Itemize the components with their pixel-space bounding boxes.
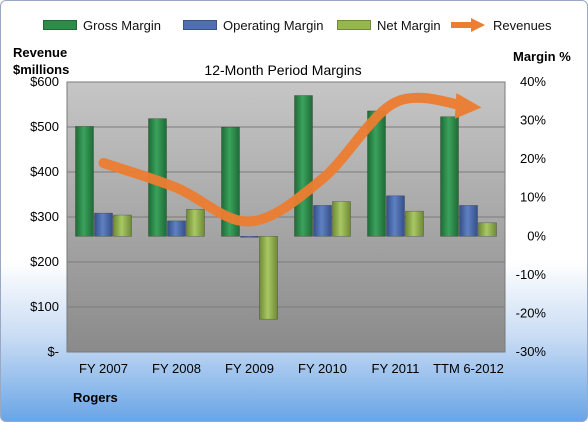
bar-net-margin-fy-2009 (259, 235, 278, 320)
bar-operating-margin-ttm-6-2012 (459, 205, 478, 237)
bar-net-margin-fy-2008 (186, 208, 205, 237)
left-axis-label-line2: $millions (13, 62, 70, 77)
left-axis-label-line1: Revenue (13, 45, 68, 60)
bar-net-margin-fy-2007 (113, 214, 132, 237)
category-labels: FY 2007 FY 2008 FY 2009 FY 2010 FY 2011 TTM 6… (79, 361, 504, 376)
category-label-fy-2007: FY 2007 (79, 361, 128, 376)
legend-swatch-operating-margin (183, 20, 217, 30)
right-tick-label: 40% (520, 74, 546, 89)
legend-label-gross-margin: Gross Margin (83, 17, 162, 33)
legend-swatch-gross-margin (43, 20, 77, 30)
left-tick-label: $500 (30, 119, 59, 134)
right-tick-label: 20% (520, 151, 546, 166)
bar-gross-margin-fy-2007 (75, 126, 94, 237)
left-tick-label: $400 (30, 164, 59, 179)
bar-operating-margin-fy-2009 (240, 235, 259, 238)
chart-title: 12-Month Period Margins (204, 62, 362, 78)
right-tick-label: 0% (527, 228, 546, 243)
bar-net-margin-fy-2010 (332, 201, 351, 237)
bar-net-margin-fy-2011 (405, 210, 424, 237)
legend: Gross Margin Operating Margin Net Margin… (1, 15, 587, 35)
bar-operating-margin-fy-2007 (94, 212, 113, 237)
left-tick-label: $200 (30, 254, 59, 269)
category-label-fy-2011: FY 2011 (372, 361, 420, 376)
left-tick-label: $600 (30, 74, 59, 89)
category-label-ttm-6-2012: TTM 6-2012 (433, 361, 504, 376)
legend-label-revenues: Revenues (493, 17, 552, 33)
category-label-fy-2010: FY 2010 (298, 361, 347, 376)
bar-gross-margin-fy-2010 (294, 95, 313, 237)
legend-swatch-net-margin (337, 20, 371, 30)
bar-operating-margin-fy-2010 (313, 205, 332, 237)
category-label-fy-2008: FY 2008 (152, 361, 201, 376)
legend-gross-margin: Gross Margin (43, 15, 161, 35)
bar-operating-margin-fy-2011 (386, 195, 405, 237)
bar-gross-margin-fy-2009 (221, 126, 240, 237)
right-axis-label: Margin % (513, 49, 571, 64)
company-label: Rogers (73, 390, 118, 405)
right-tick-label: 30% (520, 113, 546, 128)
right-tick-label: 10% (520, 190, 546, 205)
revenue-line (98, 92, 482, 227)
legend-arrow-icon (451, 18, 485, 32)
category-label-fy-2009: FY 2009 (225, 361, 274, 376)
legend-revenues: Revenues (449, 15, 552, 35)
bar-operating-margin-fy-2008 (167, 220, 186, 237)
legend-label-net-margin: Net Margin (377, 17, 441, 33)
left-tick-label: $100 (30, 299, 59, 314)
right-tick-label: -10% (516, 267, 547, 282)
right-tick-label: -20% (516, 305, 547, 320)
left-axis-ticks: $600 $500 $400 $300 $200 $100 $- (30, 74, 59, 359)
right-tick-label: -30% (516, 344, 547, 359)
legend-label-operating-margin: Operating Margin (223, 17, 324, 33)
bars (75, 95, 497, 320)
legend-net-margin: Net Margin (337, 15, 441, 35)
left-tick-label: $- (47, 344, 59, 359)
bar-gross-margin-ttm-6-2012 (440, 116, 459, 237)
bar-net-margin-ttm-6-2012 (478, 222, 497, 237)
legend-operating-margin: Operating Margin (183, 15, 323, 35)
right-axis-ticks: 40% 30% 20% 10% 0% -10% -20% -30% (516, 74, 547, 359)
left-tick-label: $300 (30, 209, 59, 224)
revenue-line-path (98, 92, 482, 227)
